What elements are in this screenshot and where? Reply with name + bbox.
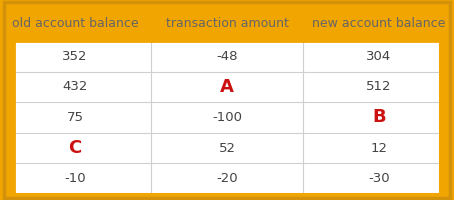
Text: -48: -48 xyxy=(216,50,238,63)
Text: A: A xyxy=(220,78,234,96)
Bar xyxy=(14,41,440,194)
Text: -20: -20 xyxy=(216,172,238,185)
Text: -100: -100 xyxy=(212,111,242,124)
Text: C: C xyxy=(68,139,82,157)
Text: new account balance: new account balance xyxy=(312,17,446,30)
Text: old account balance: old account balance xyxy=(12,17,138,30)
Text: -30: -30 xyxy=(368,172,390,185)
Text: -10: -10 xyxy=(64,172,86,185)
Text: 304: 304 xyxy=(366,50,392,63)
Text: 75: 75 xyxy=(66,111,84,124)
Text: 432: 432 xyxy=(62,80,88,93)
Text: transaction amount: transaction amount xyxy=(166,17,288,30)
Bar xyxy=(14,41,440,194)
Text: 12: 12 xyxy=(370,142,388,155)
Text: B: B xyxy=(372,108,386,127)
Text: 352: 352 xyxy=(62,50,88,63)
Text: 52: 52 xyxy=(218,142,236,155)
Text: 512: 512 xyxy=(366,80,392,93)
